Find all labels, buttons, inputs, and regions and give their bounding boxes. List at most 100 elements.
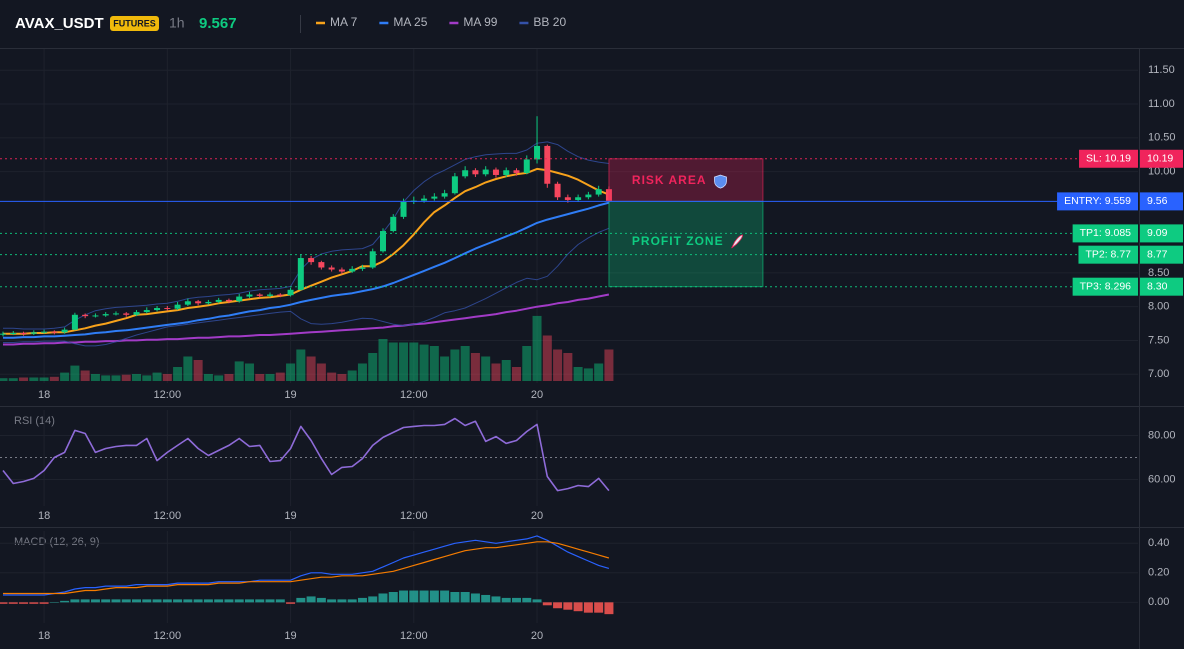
histogram-bar xyxy=(419,590,429,603)
volume-bar xyxy=(306,356,316,381)
candle-body xyxy=(575,197,582,200)
histogram-bar xyxy=(275,599,285,603)
candle-body xyxy=(287,289,294,296)
histogram-bar xyxy=(388,592,398,603)
histogram-bar xyxy=(512,597,521,603)
candle-body xyxy=(349,268,356,272)
volume-bar xyxy=(60,372,70,381)
level-axis-bg xyxy=(1140,192,1183,211)
candle-body xyxy=(215,299,222,302)
level-axis-label: 9.09 xyxy=(1147,227,1168,239)
histogram-bar xyxy=(80,599,90,603)
volume-bar xyxy=(49,376,59,381)
histogram-bar xyxy=(316,597,326,603)
volume-bar xyxy=(573,367,583,381)
candle-body xyxy=(451,176,458,194)
histogram-bar xyxy=(501,597,511,603)
x-tick-label: 20 xyxy=(531,389,543,401)
volume-bar xyxy=(501,360,511,381)
volume-bar xyxy=(173,367,183,381)
candle-body xyxy=(503,170,510,175)
volume-bar xyxy=(357,363,367,381)
candle-body xyxy=(246,294,253,297)
volume-bar xyxy=(275,372,285,381)
candle-body xyxy=(82,314,89,317)
volume-bar xyxy=(80,370,90,381)
volume-bar xyxy=(183,356,193,381)
histogram-bar xyxy=(183,599,193,603)
volume-bar xyxy=(152,372,162,381)
volume-bar xyxy=(142,375,152,381)
x-tick-label: 19 xyxy=(284,630,296,642)
y-tick-label: 8.00 xyxy=(1148,301,1169,313)
volume-bar xyxy=(8,378,18,381)
histogram-bar xyxy=(604,602,614,615)
y-tick-label: 8.50 xyxy=(1148,267,1169,279)
volume-bar xyxy=(409,342,419,381)
histogram-bar xyxy=(296,597,306,603)
volume-bar xyxy=(542,335,552,381)
volume-bar xyxy=(378,339,388,381)
volume-bar xyxy=(604,349,614,381)
volume-bar xyxy=(532,315,542,381)
zone-box xyxy=(608,200,764,288)
zone-label: PROFIT ZONE xyxy=(632,234,724,248)
y-tick-label: 11.00 xyxy=(1148,98,1175,110)
histogram-bar xyxy=(132,599,142,603)
volume-bar xyxy=(399,342,409,381)
moving-average xyxy=(3,201,610,339)
candle-body xyxy=(0,333,6,335)
candle-body xyxy=(195,301,202,304)
candle-body xyxy=(133,312,140,315)
candle-body xyxy=(277,294,284,296)
histogram-bar xyxy=(440,590,450,603)
signal-line xyxy=(3,541,610,595)
x-tick-label: 18 xyxy=(38,510,50,522)
candle-body xyxy=(431,196,438,199)
legend-label: MA 7 xyxy=(330,15,358,29)
rsi-title: RSI (14) xyxy=(14,415,55,427)
badge-bg xyxy=(110,16,159,31)
level-axis-bg xyxy=(1140,277,1183,296)
bollinger-upper xyxy=(3,141,609,330)
moving-average xyxy=(3,167,610,335)
candle-body xyxy=(51,331,58,333)
candle-body xyxy=(256,294,263,296)
candle-body xyxy=(564,197,571,200)
rsi-line xyxy=(2,417,610,492)
x-tick-label: 12:00 xyxy=(400,510,428,522)
level-label: SL: 10.19 xyxy=(1086,153,1131,165)
x-tick-label: 19 xyxy=(284,389,296,401)
level-axis-label: 8.77 xyxy=(1147,248,1168,260)
histogram-bar xyxy=(553,602,563,609)
candle-body xyxy=(544,145,551,184)
y-tick-label: 10.50 xyxy=(1148,132,1176,144)
volume-bar xyxy=(460,346,470,381)
histogram-bar xyxy=(111,599,121,603)
candle-body xyxy=(421,198,428,201)
histogram-bar xyxy=(286,602,296,604)
candle-body xyxy=(61,329,68,333)
volume-bar xyxy=(265,374,275,381)
symbol: AVAX_USDT xyxy=(15,15,104,32)
candle-body xyxy=(472,170,479,175)
interval: 1h xyxy=(169,15,185,31)
x-tick-label: 18 xyxy=(38,630,50,642)
y-tick-label: 0.00 xyxy=(1148,596,1169,608)
histogram-bar xyxy=(255,599,265,603)
histogram-bar xyxy=(101,599,111,603)
level-label: TP2: 8.77 xyxy=(1085,248,1131,260)
level-label-bg xyxy=(1078,245,1138,264)
volume-bar xyxy=(522,346,532,381)
histogram-bar xyxy=(60,600,70,603)
histogram-bar xyxy=(29,602,39,604)
volume-bar xyxy=(327,372,337,381)
histogram-bar xyxy=(357,597,367,603)
y-tick-label: 7.00 xyxy=(1148,368,1169,380)
level-axis-bg xyxy=(1140,245,1183,264)
candle-body xyxy=(390,216,397,232)
candle-body xyxy=(462,170,469,177)
histogram-bar xyxy=(193,599,203,603)
candle-body xyxy=(174,304,181,309)
